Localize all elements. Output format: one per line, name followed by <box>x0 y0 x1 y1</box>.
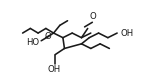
Text: O: O <box>90 12 97 21</box>
Text: OH: OH <box>48 65 61 74</box>
Text: O: O <box>44 32 51 41</box>
Text: OH: OH <box>120 29 133 38</box>
Text: HO: HO <box>27 38 40 47</box>
